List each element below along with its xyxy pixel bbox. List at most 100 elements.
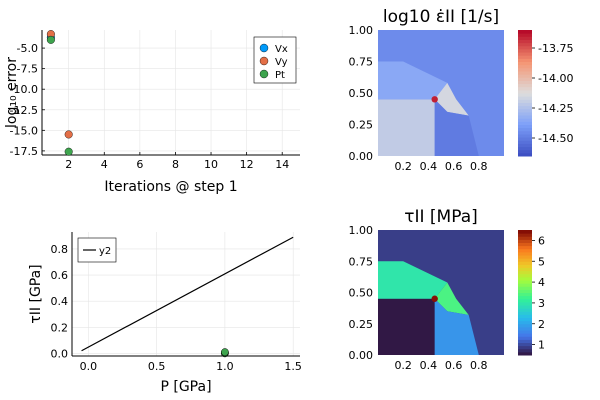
legend-marker-vx [259,43,269,53]
x-tick-label: 0.5 [148,360,166,373]
y-tick-label: 0.0 [51,347,69,360]
colorbar-segment [518,242,532,247]
y-tick-label: 0.25 [349,119,374,132]
colorbar-segment [518,280,532,284]
colorbar-segment [518,264,532,268]
y-tick-label: -12.5 [10,104,38,117]
colorbar-segment [518,121,532,125]
colorbar-segment [518,42,532,47]
legend-label-y2: y2 [99,246,111,257]
colorbar-tick-label: 6 [538,234,545,247]
colorbar-tick-label: -14.25 [538,102,573,115]
colorbar-segment [518,80,532,85]
strain-rate-heatmap: 0.00 0.25 0.50 0.75 1.00 0.2 0.4 0.6 0.8 log10 ε̇… [349,7,574,173]
heatmap-shear-band [434,82,469,116]
colorbar-segment [518,308,532,312]
colorbar-segment [518,233,532,237]
colorbar-segment [518,152,532,157]
convergence-plot: 2 4 6 8 10 12 14 -5.0 -7.5 -10.0 -12.5 -15.0 -17.5 It… [4,30,300,195]
colorbar-segment [518,111,532,116]
colorbar-tick-label: 3 [538,297,545,310]
colorbar-segment [518,137,532,141]
colorbar-segment [518,140,532,144]
colorbar-segment [518,245,532,250]
colorbar-segment [518,146,532,151]
y-tick-label: 0.6 [51,269,69,282]
colorbar-segment [518,133,532,138]
colorbar-segment [518,283,532,287]
colorbar-segment [518,124,532,129]
colorbar-segment [518,286,532,290]
x-axis-label: Iterations @ step 1 [104,179,237,195]
colorbar-segment [518,89,532,94]
colorbar-segment [518,45,532,50]
yield-plot: 0.0 0.5 1.0 1.5 0.0 0.2 0.4 0.6 0.8 P [GPa] τII [G… [28,232,302,395]
colorbar-segment [518,48,532,53]
x-tick-label: 10 [204,158,218,171]
y-tick-label: 0.4 [51,295,69,308]
colorbar-segment [518,258,532,262]
y-tick-label: 0.75 [349,56,374,69]
colorbar-segment [518,74,532,78]
colorbar-segment [518,130,532,135]
x-tick-label: 14 [275,158,289,171]
stress-heatmap: 0.00 0.25 0.50 0.75 1.00 0.2 0.4 0.6 0.8 τII [MPa… [349,207,546,372]
series-line-y2 [81,236,294,352]
y-tick-label: -17.5 [10,145,38,158]
y-tick-label: -5.0 [17,42,38,55]
colorbar-segment [518,298,532,303]
colorbar-segment [518,83,532,88]
y-axis-label: τII [GPa] [28,264,44,323]
x-tick-label: 0.2 [394,359,412,372]
y-tick-label: 0.2 [51,321,69,334]
x-tick-label: 4 [101,158,108,171]
heatmap-inclusion [378,298,435,355]
colorbar-segment [518,336,532,340]
colorbar-segment [518,55,532,59]
colorbar-segment [518,96,532,100]
x-tick-label: 0.6 [445,359,463,372]
x-tick-label: 0.2 [394,160,412,173]
x-tick-label: 0.0 [80,360,98,373]
colorbar-segment [518,70,532,75]
y-tick-label: 0.75 [349,255,374,268]
colorbar-segment [518,61,532,66]
colorbar-segment [518,248,532,253]
legend-label-pt: Pt [275,70,285,81]
colorbar-segment [518,30,532,34]
colorbar-segment [518,99,532,103]
legend-marker-pt [259,69,269,79]
y-tick-label: 0.00 [349,349,374,362]
colorbar-segment [518,326,532,331]
colorbar-segment [518,339,532,343]
heatmap-title: τII [MPa] [404,207,478,227]
colorbar-segment [518,143,532,148]
colorbar-tick-label: 4 [538,276,545,289]
colorbar-segment [518,33,532,37]
colorbar-segment [518,102,532,107]
colorbar-segment [518,267,532,272]
colorbar-segment [518,86,532,91]
y-tick-label: 0.50 [349,87,374,100]
colorbar-segment [518,351,532,356]
x-tick-label: 0.4 [420,160,438,173]
colorbar-tick-label: -14.50 [538,132,573,145]
colorbar-segment [518,273,532,278]
colorbar-segment [518,342,532,347]
colorbar-segment [518,230,532,234]
colorbar-segment [518,314,532,318]
y-tick-label: 1.00 [349,224,374,237]
colorbar-tick-label: -14.00 [538,72,573,85]
colorbar-segment [518,149,532,154]
colorbar-segment [518,115,532,119]
x-tick-label: 0.8 [470,160,488,173]
colorbar-tick-label: 2 [538,318,545,331]
colorbar-segment [518,330,532,334]
colorbar-segment [518,93,532,97]
colorbar-segment [518,255,532,259]
colorbar-segment [518,108,532,113]
colorbar-tick-label: 1 [538,339,545,352]
colorbar-segment [518,64,532,69]
x-tick-label: 1.5 [284,360,302,373]
heatmap-lower-right [434,298,479,355]
